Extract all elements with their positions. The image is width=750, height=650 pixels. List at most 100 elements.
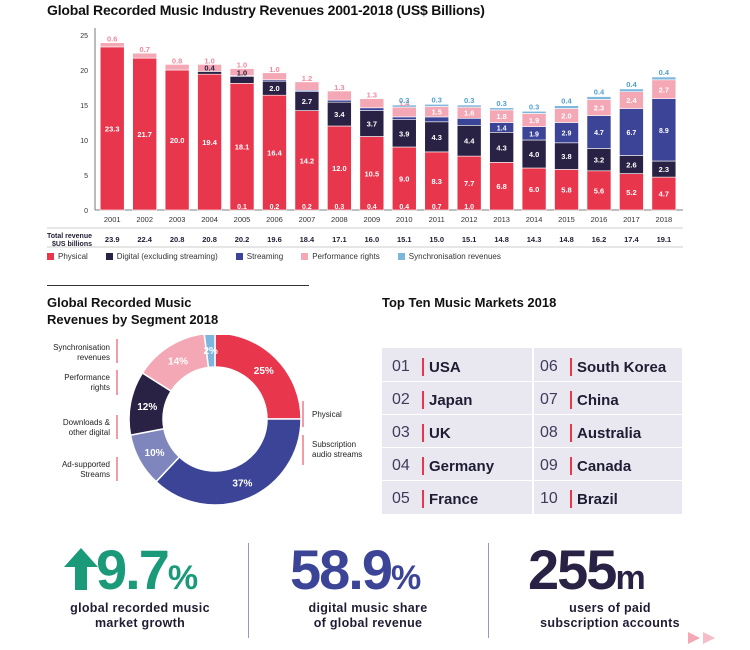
x-tick-label: 2003 xyxy=(169,215,186,224)
market-name: Canada xyxy=(577,457,632,475)
data-label-digital: 4.4 xyxy=(464,137,475,146)
data-label-performance: 2.7 xyxy=(659,85,669,94)
y-tick-label: 5 xyxy=(84,173,88,180)
data-label-digital: 2.7 xyxy=(302,97,312,106)
total-revenue-value: 18.4 xyxy=(300,235,315,244)
total-revenue-value: 15.1 xyxy=(397,235,412,244)
data-label-sync: 0.3 xyxy=(496,99,506,108)
total-revenue-value: 15.1 xyxy=(462,235,477,244)
bar-segment xyxy=(619,88,644,93)
chart-title: Global Recorded Music Industry Revenues … xyxy=(47,2,485,18)
market-name: UK xyxy=(429,424,451,442)
x-tick-label: 2005 xyxy=(234,215,251,224)
data-label-streaming: 0.7 xyxy=(432,204,442,211)
data-label-performance: 2.3 xyxy=(594,103,604,112)
data-label-performance: 0.6 xyxy=(107,35,117,44)
bar-segment xyxy=(99,46,125,211)
bar-segment xyxy=(132,52,157,59)
data-label-digital: 2.6 xyxy=(626,161,636,170)
legend-item: Physical xyxy=(47,252,88,261)
data-label-sync: 0.4 xyxy=(594,88,605,97)
data-label-physical: 23.3 xyxy=(105,124,120,133)
market-item: 07 China xyxy=(540,385,619,415)
y-tick-label: 10 xyxy=(80,138,88,145)
donut-title: Global Recorded Music Revenues by Segmen… xyxy=(47,294,307,328)
bar-segment xyxy=(521,139,547,169)
data-label-sync: 0.3 xyxy=(464,96,474,105)
total-revenue-value: 20.8 xyxy=(170,235,185,244)
bar-segment xyxy=(359,98,385,109)
data-label-physical: 9.0 xyxy=(399,175,409,184)
bar-segment xyxy=(294,110,320,211)
data-label-digital: 4.3 xyxy=(432,133,442,142)
bar-segment xyxy=(229,68,255,76)
markets-panel: 01 USA 02 Japan 03 UK 04 Germany 05 France 06 South… xyxy=(382,348,682,514)
x-tick-label: 2015 xyxy=(558,215,575,224)
stat-subscriptions-value: 255m xyxy=(528,538,646,601)
total-revenue-value: 16.2 xyxy=(592,235,607,244)
data-label-physical: 12.0 xyxy=(332,164,347,173)
total-revenue-value: 14.3 xyxy=(527,235,542,244)
total-revenue-value: 15.0 xyxy=(429,235,444,244)
data-label-sync: 0.3 xyxy=(529,102,539,111)
markets-column-divider xyxy=(532,348,534,514)
data-label-digital: 4.0 xyxy=(529,150,539,159)
donut-pct-label: 10% xyxy=(145,448,165,459)
market-accent-bar xyxy=(570,457,572,475)
legend-swatch xyxy=(47,253,54,260)
y-tick-label: 0 xyxy=(84,208,88,215)
market-accent-bar xyxy=(422,424,424,442)
data-label-digital: 3.2 xyxy=(594,156,604,165)
data-label-physical: 18.1 xyxy=(235,143,250,152)
market-item: 02 Japan xyxy=(392,385,472,415)
data-label-digital: 0.4 xyxy=(204,63,215,72)
data-label-streaming: 0.4 xyxy=(399,204,409,211)
data-label-performance: 1.9 xyxy=(529,116,539,125)
market-accent-bar xyxy=(422,391,424,409)
donut-slice xyxy=(203,335,216,369)
data-label-physical: 6.8 xyxy=(496,182,506,191)
data-label-physical: 6.0 xyxy=(529,185,539,194)
bar-segment xyxy=(424,151,450,211)
bar-segment xyxy=(586,170,612,211)
callout-label: Downloads & xyxy=(63,418,111,427)
callout-label: Synchronisation xyxy=(53,343,110,352)
markets-row-divider xyxy=(382,381,682,382)
bar-segment xyxy=(197,73,222,211)
total-revenue-value: 23.9 xyxy=(105,235,120,244)
data-label-performance: 1.5 xyxy=(432,108,442,117)
data-label-streaming: 0.2 xyxy=(270,204,280,211)
callout-label: Subscription xyxy=(312,440,356,449)
data-label-digital: 4.3 xyxy=(496,143,506,152)
data-label-streaming: 6.7 xyxy=(627,130,637,137)
bar-segment xyxy=(294,81,320,91)
market-accent-bar xyxy=(422,358,424,376)
data-label-streaming: 1.4 xyxy=(497,125,507,132)
donut-chart: 25% 37% 10% 12% 14% 2% Physical Subscriptionaud… xyxy=(53,335,362,506)
market-name: China xyxy=(577,391,619,409)
stacked-bar-chart: 0 5 10 15 20 25 23.3 0.6 2001 23.9 21.7 0.7 2002 22.4… xyxy=(47,28,683,248)
total-revenue-value: 22.4 xyxy=(137,235,152,244)
data-label-sync: 0.3 xyxy=(399,96,409,105)
bar-segment xyxy=(229,76,255,84)
donut-pct-label: 14% xyxy=(168,357,188,368)
x-tick-label: 2004 xyxy=(201,215,218,224)
market-accent-bar xyxy=(570,391,572,409)
bar-segment xyxy=(262,94,287,211)
total-revenue-value: 16.0 xyxy=(365,235,380,244)
bar-segment xyxy=(197,64,222,72)
market-item: 09 Canada xyxy=(540,451,631,481)
bar-segment xyxy=(391,146,417,211)
market-rank: 07 xyxy=(540,391,558,408)
data-label-performance: 0.7 xyxy=(139,45,149,54)
market-accent-bar xyxy=(570,490,572,508)
donut-pct-label: 37% xyxy=(232,478,252,489)
callout-label: rights xyxy=(90,383,110,392)
market-name: South Korea xyxy=(577,358,667,376)
total-revenue-value: 20.2 xyxy=(235,235,250,244)
market-accent-bar xyxy=(570,358,572,376)
market-item: 10 Brazil xyxy=(540,484,618,514)
market-name: France xyxy=(429,490,479,508)
stat-growth-value: 9.7% xyxy=(96,538,199,601)
bar-segment xyxy=(619,173,644,211)
